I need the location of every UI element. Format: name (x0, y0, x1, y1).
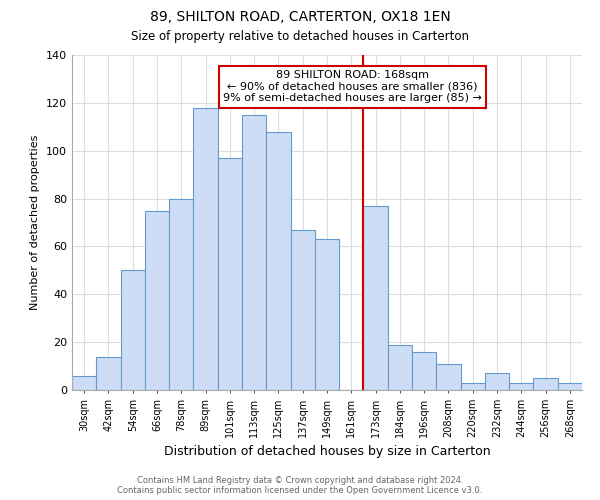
Bar (242, 115, 266, 390)
Bar (290, 230, 315, 390)
Bar (315, 240, 339, 390)
Y-axis label: Number of detached properties: Number of detached properties (31, 135, 40, 310)
Text: 89 SHILTON ROAD: 168sqm
← 90% of detached houses are smaller (836)
9% of semi-de: 89 SHILTON ROAD: 168sqm ← 90% of detache… (223, 70, 482, 103)
Bar (218, 158, 242, 390)
Bar (533, 378, 558, 390)
Text: Size of property relative to detached houses in Carterton: Size of property relative to detached ho… (131, 30, 469, 43)
Bar (485, 373, 509, 390)
Bar (72, 376, 96, 390)
X-axis label: Distribution of detached houses by size in Carterton: Distribution of detached houses by size … (164, 446, 490, 458)
Bar (145, 210, 169, 390)
Text: Contains HM Land Registry data © Crown copyright and database right 2024.
Contai: Contains HM Land Registry data © Crown c… (118, 476, 482, 495)
Bar (412, 352, 436, 390)
Bar (121, 270, 145, 390)
Bar (96, 356, 121, 390)
Bar (193, 108, 218, 390)
Bar (558, 383, 582, 390)
Bar (388, 344, 412, 390)
Bar (509, 383, 533, 390)
Text: 89, SHILTON ROAD, CARTERTON, OX18 1EN: 89, SHILTON ROAD, CARTERTON, OX18 1EN (149, 10, 451, 24)
Bar (169, 198, 193, 390)
Bar (266, 132, 290, 390)
Bar (436, 364, 461, 390)
Bar (364, 206, 388, 390)
Bar (461, 383, 485, 390)
